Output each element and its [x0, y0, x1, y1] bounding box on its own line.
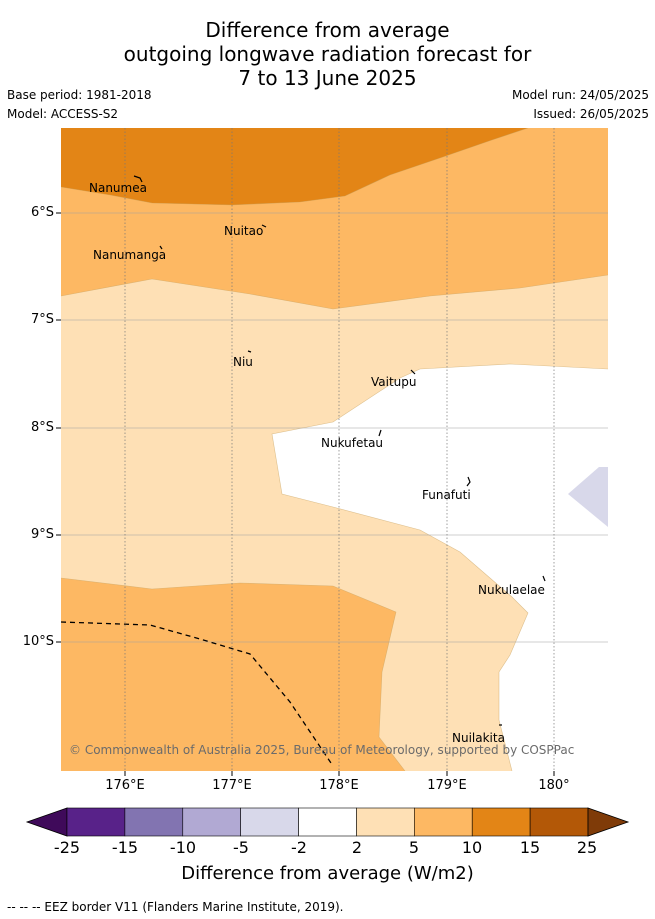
lat-label-9s: 9°S	[30, 527, 54, 542]
island-label-nukufetau: Nukufetau	[321, 436, 383, 450]
colorbar-tick-label: 15	[519, 838, 541, 857]
title-line-2: outgoing longwave radiation forecast for	[123, 42, 532, 66]
lon-label-178e: 178°E	[319, 778, 359, 793]
colorbar-segment	[298, 807, 357, 837]
island-label-vaitupu: Vaitupu	[371, 375, 417, 389]
colorbar-tick-label: 25	[576, 838, 598, 857]
contour-lines	[61, 128, 608, 771]
colorbar-segment	[529, 807, 589, 837]
anomaly-region-10-15	[61, 128, 528, 205]
lat-label-7s: 7°S	[30, 312, 54, 327]
lon-label-177e: 177°E	[212, 778, 252, 793]
colorbar-segment	[471, 807, 531, 837]
colorbar-segment	[240, 807, 299, 837]
anomaly-region-5-10-south	[61, 578, 405, 771]
island-shapes	[133, 175, 546, 726]
colorbar-segment	[124, 807, 184, 837]
colorbar-tick-label: -10	[169, 838, 197, 857]
colorbar-segment	[66, 807, 126, 837]
colorbar-tick-label: -15	[111, 838, 139, 857]
lat-label-10s: 10°S	[22, 634, 54, 649]
title-line-1: Difference from average	[205, 18, 450, 42]
axis-ticks	[56, 212, 555, 776]
colorbar-arrow-high	[587, 807, 630, 837]
lon-label-179e: 179°E	[427, 778, 467, 793]
island-label-nuitao: Nuitao	[224, 224, 263, 238]
anomaly-region-negative	[568, 467, 608, 527]
latitude-gridlines	[61, 212, 608, 643]
island-label-nanumanga: Nanumanga	[93, 248, 166, 262]
lon-label-180: 180°	[538, 778, 570, 793]
colorbar-tick-label: 10	[461, 838, 483, 857]
model-name: Model: ACCESS-S2	[7, 107, 119, 121]
island-label-nuilakita: Nuilakita	[452, 731, 505, 745]
island-label-niu: Niu	[233, 355, 253, 369]
colorbar-tick-label: -5	[233, 838, 249, 857]
copyright-text: © Commonwealth of Australia 2025, Bureau…	[69, 743, 574, 757]
colorbar-segment	[182, 807, 241, 837]
island-label-nanumea: Nanumea	[89, 181, 147, 195]
colorbar-tick-label: 5	[408, 838, 420, 857]
longitude-gridlines	[124, 128, 555, 771]
colorbar-segment	[414, 807, 473, 837]
issued-date: Issued: 26/05/2025	[533, 107, 649, 121]
island-label-nukulaelae: Nukulaelae	[478, 583, 545, 597]
colorbar-arrow-low	[25, 807, 68, 837]
eez-border-legend: -- -- -- EEZ border V11 (Flanders Marine…	[7, 900, 344, 914]
colorbar-tick-label: -25	[53, 838, 81, 857]
anomaly-region-near-normal	[272, 364, 608, 771]
lat-label-6s: 6°S	[30, 205, 54, 220]
model-run: Model run: 24/05/2025	[511, 88, 649, 102]
colorbar-segment	[356, 807, 415, 837]
eez-border-line	[61, 621, 334, 767]
island-label-funafuti: Funafuti	[422, 488, 471, 502]
lon-label-176e: 176°E	[105, 778, 145, 793]
colorbar-tick-label: -2	[291, 838, 307, 857]
base-period: Base period: 1981-2018	[7, 88, 152, 102]
lat-label-8s: 8°S	[30, 420, 54, 435]
title-line-3: 7 to 13 June 2025	[238, 66, 417, 90]
colorbar-tick-label: 2	[351, 838, 363, 857]
colorbar-title: Difference from average (W/m2)	[181, 863, 474, 884]
colorbar	[25, 807, 630, 837]
